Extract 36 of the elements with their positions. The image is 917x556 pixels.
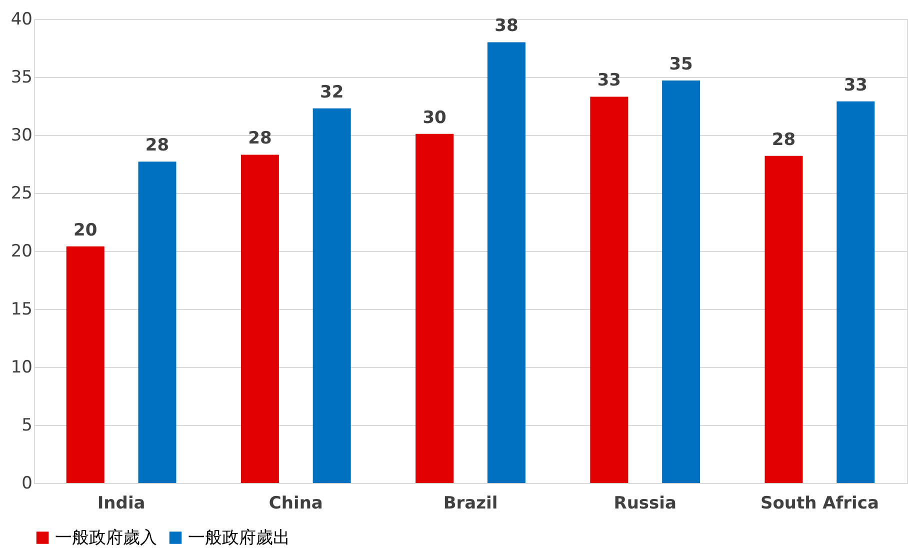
y-tick-label: 0 xyxy=(22,474,32,494)
data-label: 30 xyxy=(422,108,447,128)
bar xyxy=(240,154,279,483)
bar xyxy=(590,96,628,483)
data-label: 33 xyxy=(844,75,868,96)
bar xyxy=(487,42,526,483)
data-label: 38 xyxy=(494,16,518,36)
legend-label: 一般政府歲入 xyxy=(55,528,157,548)
legend-label: 一般政府歲出 xyxy=(188,528,290,548)
data-label: 20 xyxy=(74,220,98,240)
data-label: 28 xyxy=(248,128,272,149)
bar xyxy=(312,108,351,483)
x-tick-label: Russia xyxy=(614,494,676,514)
y-tick-label: 35 xyxy=(10,68,32,88)
y-tick-label: 20 xyxy=(10,242,32,262)
y-tick-label: 10 xyxy=(10,358,32,378)
x-tick-label: South Africa xyxy=(760,494,879,514)
bar xyxy=(66,246,104,483)
y-tick-label: 40 xyxy=(10,10,32,30)
data-label: 33 xyxy=(597,70,621,91)
bar xyxy=(764,156,803,483)
y-tick-label: 15 xyxy=(10,300,32,320)
bar xyxy=(662,80,700,483)
bar xyxy=(416,134,454,483)
bar xyxy=(836,101,875,483)
bar xyxy=(138,162,176,483)
data-label: 28 xyxy=(772,130,796,150)
x-tick-label: India xyxy=(97,494,146,514)
data-label: 32 xyxy=(320,82,344,102)
y-tick-label: 5 xyxy=(22,416,32,436)
x-tick-label: Brazil xyxy=(443,494,498,514)
x-tick-label: China xyxy=(268,494,323,514)
y-tick-label: 30 xyxy=(10,126,32,146)
data-label: 35 xyxy=(669,54,693,74)
y-tick-label: 25 xyxy=(10,184,32,204)
data-label: 28 xyxy=(145,136,170,156)
